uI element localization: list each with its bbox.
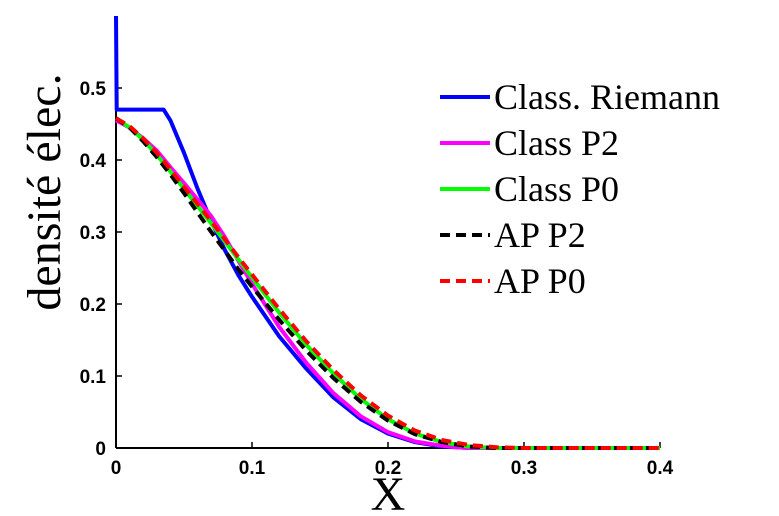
y-tick-label: 0.5 [80,79,107,100]
y-tick-label: 0 [95,439,106,460]
legend-label: Class. Riemann [494,77,720,117]
y-tick-label: 0.1 [80,367,107,388]
x-tick-label: 0.2 [375,458,401,479]
x-tick-label: 0 [111,458,122,479]
legend-label: Class P2 [494,123,619,163]
y-tick-label: 0.3 [80,223,106,244]
y-tick-label: 0.4 [80,151,107,172]
y-ticks: 0 0.1 0.2 0.3 0.4 0.5 [80,79,122,460]
x-axis-label: X [371,468,406,516]
legend-label: AP P2 [494,215,586,255]
y-axis-label: densité élec. [18,73,71,310]
series-line-ap-p0 [114,116,660,450]
y-tick-label: 0.2 [80,295,106,316]
series-lines [114,15,660,450]
x-tick-label: 0.3 [511,458,537,479]
legend-label: Class P0 [494,169,619,209]
x-tick-label: 0.4 [647,458,674,479]
x-ticks: 0 0.1 0.2 0.3 0.4 [111,442,674,479]
legend: Class. Riemann Class P2 Class P0 AP P2 AP P0 [440,77,720,301]
x-tick-label: 0.1 [239,458,266,479]
legend-label: AP P0 [494,261,586,301]
plot-area: 0 0.1 0.2 0.3 0.4 0 0.1 0.2 0.3 0.4 0.5 [80,15,674,479]
